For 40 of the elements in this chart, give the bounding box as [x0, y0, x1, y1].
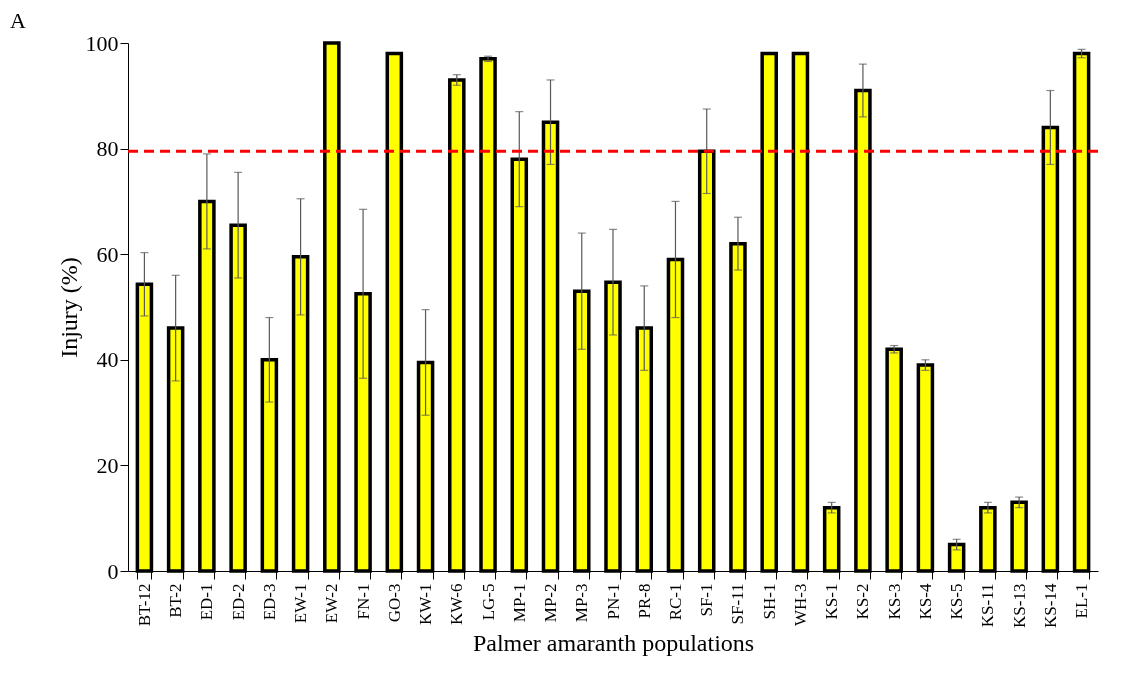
x-tick-label: MP-2	[541, 583, 561, 623]
x-tick-label: PN-1	[603, 583, 623, 620]
y-axis-title: Injury (%)	[55, 257, 82, 358]
x-tick-label: LG-5	[478, 583, 498, 621]
x-tick-label: WH-3	[790, 583, 810, 626]
x-axis-title: Palmer amaranth populations	[472, 629, 755, 656]
x-tick-label: EW-2	[322, 583, 342, 624]
x-tick-label: KS-1	[822, 583, 842, 620]
x-tick-label: KS-5	[947, 583, 967, 620]
x-tick-label: BT-2	[166, 583, 186, 618]
y-tick-label: 80	[96, 136, 119, 162]
x-tick-label: KS-14	[1040, 583, 1060, 628]
y-tick-label: 100	[85, 30, 119, 56]
x-tick-label: FN-1	[353, 583, 373, 620]
x-tick-label: KS-11	[978, 583, 998, 628]
x-tick-label: SF-1	[697, 583, 717, 617]
x-tick-label: KS-4	[915, 583, 935, 620]
x-tick-label: KS-13	[1009, 583, 1029, 628]
x-tick-label: GO-3	[384, 583, 404, 623]
x-tick-label: PR-8	[634, 583, 654, 619]
x-tick-label: SF-11	[728, 583, 748, 625]
x-tick-label: RC-1	[665, 583, 685, 621]
x-tick-label: KW-1	[416, 583, 436, 626]
x-tick-label: MP-1	[509, 583, 529, 623]
x-tick-label: EW-1	[291, 583, 311, 624]
text: A	[10, 8, 26, 33]
y-tick-label: 60	[96, 241, 119, 267]
x-tick-label: KW-6	[447, 583, 467, 626]
y-tick-label: 40	[96, 347, 119, 373]
x-tick-label: MP-3	[572, 583, 592, 623]
x-tick-label: BT-12	[134, 583, 154, 627]
y-tick-label: 20	[96, 452, 119, 478]
x-tick-label: KS-3	[884, 583, 904, 620]
x-tick-label: SH-1	[759, 583, 779, 620]
x-tick-label: EL-1	[1072, 583, 1092, 619]
x-tick-label: KS-2	[853, 583, 873, 620]
x-tick-label: ED-3	[259, 583, 279, 621]
x-tick-label: ED-2	[228, 583, 248, 621]
y-tick-label: 0	[107, 558, 119, 584]
x-tick-label: ED-1	[197, 583, 217, 621]
